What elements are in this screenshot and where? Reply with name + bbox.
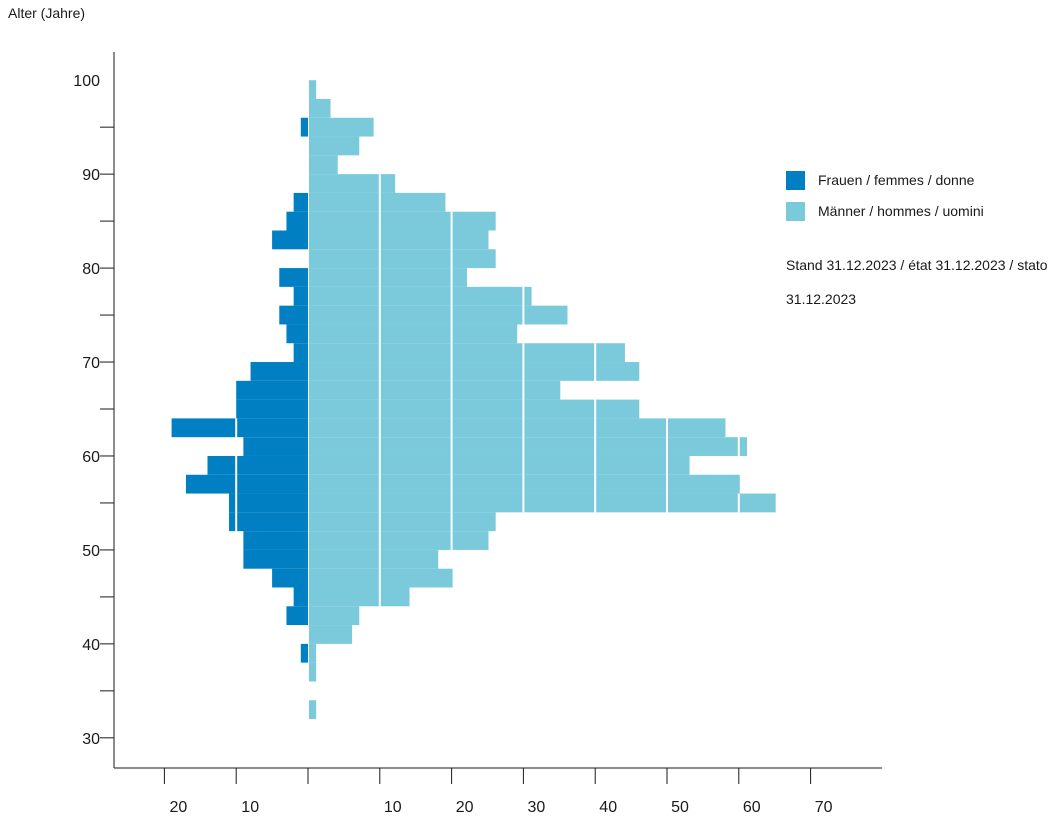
- x-tick-label-men: 30: [528, 799, 546, 816]
- x-tick-label-men: 10: [384, 799, 402, 816]
- legend: Frauen / femmes / donne Männer / hommes …: [786, 170, 1061, 316]
- bar-men-39: [309, 643, 317, 663]
- y-tick-label: 40: [82, 637, 100, 654]
- bar-men-69: [309, 362, 640, 381]
- bar-women-63: [171, 418, 308, 438]
- x-tick-label-men: 20: [456, 799, 474, 816]
- bar-women-67: [236, 380, 308, 400]
- bar-men-51: [309, 531, 489, 550]
- bar-men-89: [309, 174, 396, 193]
- legend-swatch-women: [786, 170, 805, 190]
- legend-label-women: Frauen / femmes / donne: [818, 172, 975, 188]
- bar-men-49: [309, 549, 439, 569]
- x-tick-label-men: 60: [743, 799, 761, 816]
- bar-men-81: [309, 249, 496, 269]
- bar-men-91: [309, 155, 338, 175]
- bar-women-61: [243, 437, 308, 456]
- bar-men-71: [309, 343, 625, 363]
- bar-men-79: [309, 268, 467, 287]
- y-axis-ticks: 30 40 50 60 70 80 90 100: [73, 73, 114, 748]
- bar-women-71: [293, 343, 308, 363]
- y-tick-label: 100: [73, 73, 100, 90]
- bar-men-99: [309, 80, 317, 99]
- bar-women-79: [279, 268, 308, 287]
- bar-women-51: [243, 531, 308, 550]
- bar-men-55: [309, 493, 776, 513]
- x-tick-label-men: 70: [815, 799, 833, 816]
- bar-women-87: [293, 192, 308, 212]
- bar-men-87: [309, 192, 446, 212]
- bar-women-65: [236, 399, 308, 419]
- axes: [113, 52, 882, 769]
- bar-women-83: [272, 230, 308, 250]
- bar-men-85: [309, 211, 496, 231]
- x-tick-label-women: 10: [241, 799, 259, 816]
- y-tick-label: 80: [82, 261, 100, 278]
- bar-men-73: [309, 324, 518, 344]
- bar-men-43: [309, 606, 360, 626]
- legend-swatch-men: [786, 201, 805, 221]
- y-tick-label: 60: [82, 449, 100, 466]
- legend-item-men: Männer / hommes / uomini: [786, 201, 1061, 221]
- bar-women-39: [300, 643, 308, 663]
- women-bars: [171, 117, 308, 663]
- bar-men-65: [309, 399, 640, 419]
- bar-women-43: [286, 606, 308, 626]
- bar-women-49: [243, 549, 308, 569]
- y-tick-label: 90: [82, 167, 100, 184]
- bar-men-63: [309, 418, 726, 438]
- legend-label-men: Männer / hommes / uomini: [818, 203, 984, 219]
- bar-men-41: [309, 625, 353, 644]
- date-note: Stand 31.12.2023 / état 31.12.2023 / sta…: [786, 257, 1048, 307]
- bar-men-61: [309, 437, 747, 456]
- bar-men-83: [309, 230, 489, 250]
- bar-women-57: [185, 474, 308, 494]
- bar-women-47: [272, 568, 308, 588]
- bar-men-33: [309, 700, 317, 720]
- bar-women-95: [300, 117, 308, 137]
- legend-item-women: Frauen / femmes / donne: [786, 170, 1061, 190]
- x-tick-label-men: 40: [599, 799, 617, 816]
- y-tick-label: 30: [82, 731, 100, 748]
- bar-women-69: [250, 362, 308, 381]
- bar-men-37: [309, 662, 317, 682]
- y-tick-label: 50: [82, 543, 100, 560]
- bar-men-95: [309, 117, 374, 137]
- bar-men-67: [309, 380, 561, 400]
- x-tick-label-men: 50: [671, 799, 689, 816]
- bar-men-53: [309, 512, 496, 532]
- gridlines: [235, 174, 740, 607]
- bar-women-85: [286, 211, 308, 231]
- bar-men-45: [309, 587, 410, 607]
- bar-men-77: [309, 286, 532, 306]
- bar-women-55: [229, 493, 308, 513]
- bar-men-59: [309, 455, 690, 475]
- x-axis-ticks: 20 10 10 20 30 40 50 60 70: [163, 768, 833, 816]
- men-bars: [309, 80, 776, 720]
- bar-men-97: [309, 98, 331, 118]
- bar-women-53: [229, 512, 308, 532]
- y-tick-label: 70: [82, 355, 100, 372]
- bar-women-45: [293, 587, 308, 607]
- bar-men-75: [309, 305, 568, 325]
- y-axis-title: Alter (Jahre): [8, 5, 86, 21]
- x-tick-label-women: 20: [170, 799, 188, 816]
- bar-women-73: [286, 324, 308, 344]
- bar-women-77: [293, 286, 308, 306]
- bar-women-59: [207, 455, 308, 475]
- bar-men-93: [309, 136, 360, 156]
- bar-women-75: [279, 305, 308, 325]
